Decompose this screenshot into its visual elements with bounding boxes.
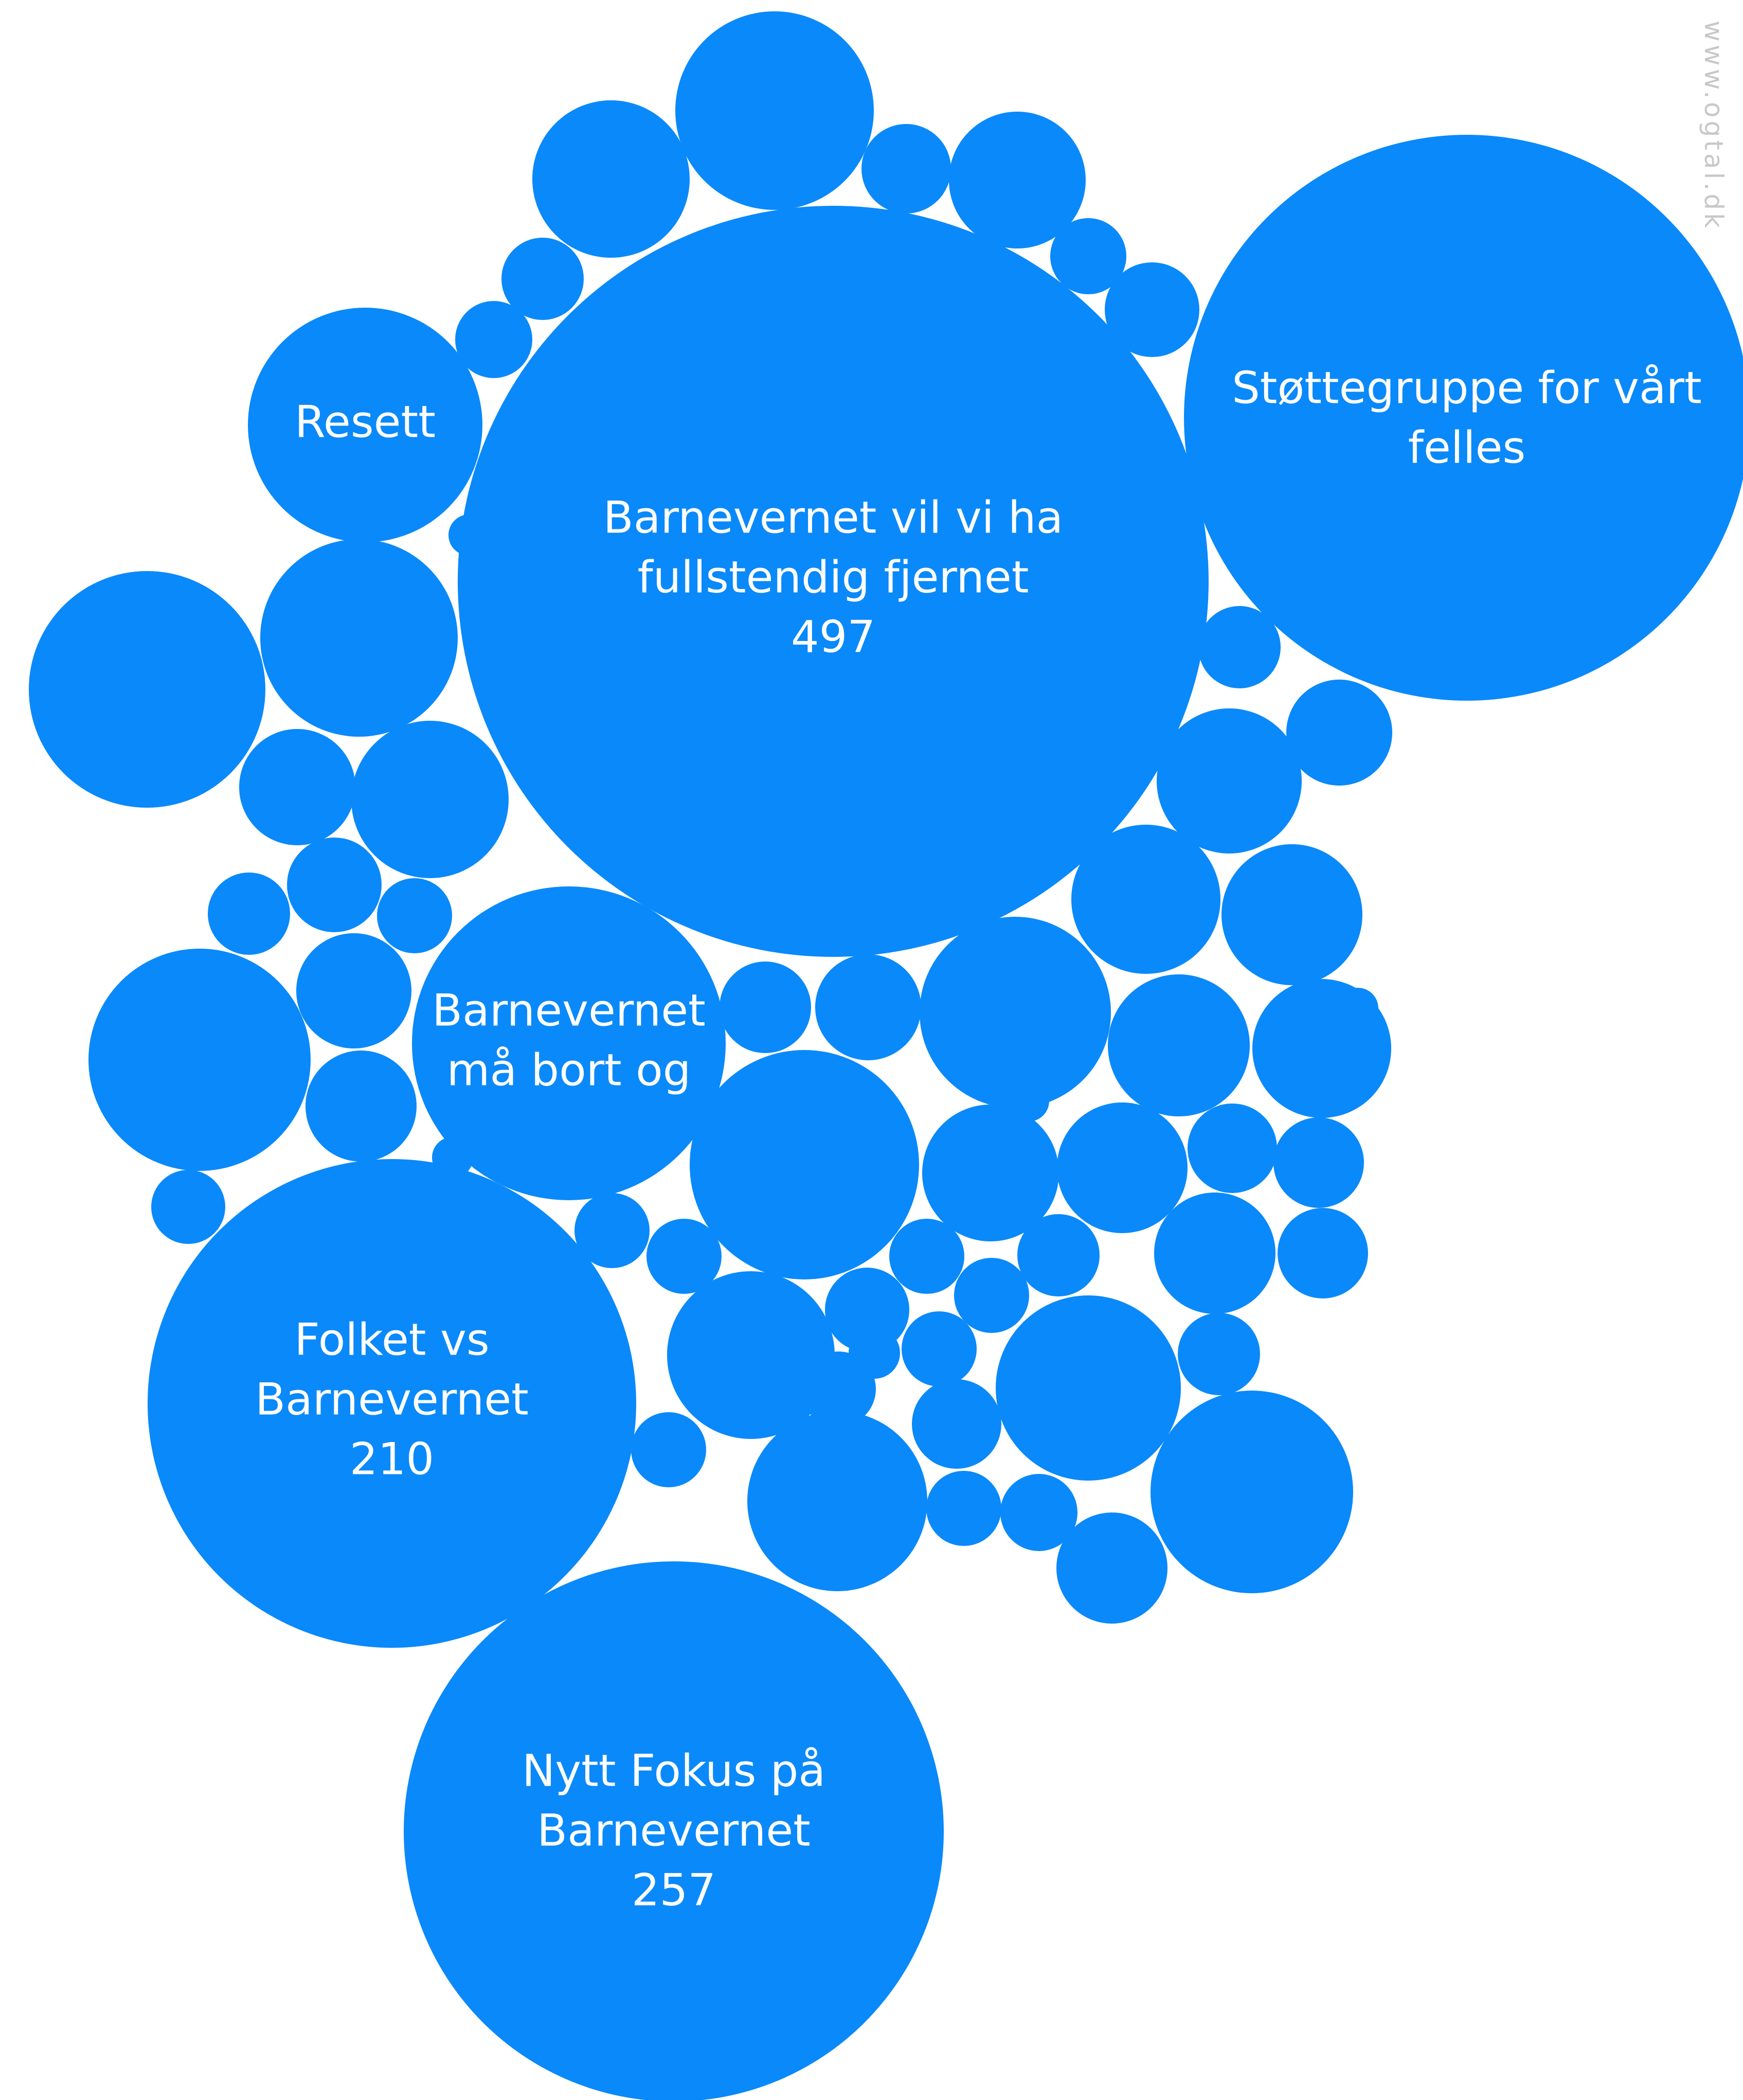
bubble-value-label: 497 — [791, 611, 875, 663]
bubble-name-label: Barnevernet — [537, 1805, 811, 1856]
bubble-unlabeled — [1278, 1208, 1368, 1298]
bubble-unlabeled — [902, 1311, 977, 1386]
bubble-unlabeled — [1157, 708, 1302, 853]
bubble-value-label: 210 — [350, 1433, 434, 1485]
bubble-unlabeled — [1178, 1313, 1260, 1395]
watermark: www.ogtal.dk — [1699, 21, 1729, 232]
bubble-unlabeled — [922, 1105, 1059, 1241]
bubble-name-label: felles — [1408, 422, 1526, 473]
bubble-unlabeled — [88, 949, 311, 1171]
bubble-unlabeled — [239, 729, 355, 845]
bubble-unlabeled — [1151, 1391, 1353, 1593]
bubble-unlabeled — [296, 933, 411, 1048]
bubble-støttegruppe-for-vårt-felles — [1184, 135, 1743, 701]
bubble-unlabeled — [1017, 1214, 1100, 1296]
bubble-unlabeled — [815, 954, 921, 1060]
bubble-value-label: 257 — [632, 1864, 716, 1916]
bubble-nytt-fokus-på-barnevernet — [404, 1561, 944, 2100]
bubble-barnevernet-må-bort-og — [412, 886, 726, 1200]
bubble-name-label: Barnevernet — [432, 985, 706, 1036]
bubble-name-label: fullstendig fjernet — [638, 551, 1029, 603]
bubble-unlabeled — [351, 721, 509, 878]
bubble-name-label: Nytt Fokus på — [522, 1745, 825, 1796]
bubble-unlabeled — [1198, 606, 1281, 688]
bubble-unlabeled — [646, 1219, 722, 1294]
bubble-unlabeled — [1108, 974, 1250, 1116]
bubble-unlabeled — [1008, 1080, 1049, 1122]
bubble-unlabeled — [920, 917, 1111, 1108]
bubble-unlabeled — [949, 112, 1086, 248]
bubble-folket-vs-barnevernet — [148, 1159, 636, 1648]
bubble-unlabeled — [1154, 1193, 1275, 1314]
bubble-unlabeled — [1273, 1117, 1364, 1208]
bubble-unlabeled — [501, 238, 584, 320]
bubble-unlabeled — [260, 539, 458, 737]
bubble-unlabeled — [861, 124, 951, 213]
bubble-unlabeled — [532, 100, 690, 258]
bubble-unlabeled — [1286, 680, 1392, 786]
bubble-unlabeled — [667, 1271, 835, 1439]
bubble-unlabeled — [1105, 262, 1199, 357]
bubble-unlabeled — [1000, 1474, 1077, 1551]
bubble-unlabeled — [1071, 825, 1220, 974]
bubble-unlabeled — [926, 1471, 1001, 1546]
bubble-barnevernet-vil-vi-ha-fullstendig-fjernet — [458, 206, 1209, 957]
bubble-unlabeled — [1056, 1512, 1167, 1624]
bubble-unlabeled — [747, 1411, 927, 1591]
bubble-unlabeled — [151, 1170, 225, 1244]
bubble-name-label: Barnevernet vil vi ha — [603, 492, 1063, 543]
bubble-unlabeled — [377, 878, 452, 953]
bubble-unlabeled — [455, 301, 532, 378]
bubble-unlabeled — [29, 571, 265, 808]
bubble-name-label: Støttegruppe for vårt — [1232, 362, 1701, 414]
bubble-resett — [248, 308, 482, 542]
bubble-unlabeled — [849, 1327, 900, 1379]
bubble-unlabeled — [1188, 1104, 1277, 1193]
bubble-unlabeled — [1221, 844, 1362, 985]
bubble-unlabeled — [793, 1085, 834, 1127]
bubble-unlabeled — [675, 11, 874, 210]
bubble-unlabeled — [690, 1050, 919, 1279]
bubble-name-label: Barnevernet — [255, 1374, 529, 1425]
bubble-unlabeled — [1050, 218, 1126, 294]
bubble-unlabeled — [1337, 988, 1378, 1029]
bubble-unlabeled — [825, 1268, 909, 1352]
bubble-unlabeled — [574, 1193, 650, 1268]
bubble-unlabeled — [208, 873, 290, 955]
bubble-unlabeled — [954, 1258, 1029, 1333]
bubble-unlabeled — [889, 1219, 964, 1294]
bubble-name-label: Folket vs — [294, 1314, 489, 1365]
bubble-unlabeled — [996, 1295, 1181, 1481]
bubble-unlabeled — [631, 1412, 706, 1487]
bubble-name-label: Resett — [295, 396, 436, 448]
bubble-unlabeled — [912, 1379, 1001, 1469]
bubble-unlabeled — [287, 838, 382, 932]
bubble-name-label: må bort og — [447, 1044, 691, 1096]
bubble-unlabeled — [720, 962, 811, 1053]
bubble-unlabeled — [1057, 1102, 1188, 1233]
bubble-unlabeled — [306, 1051, 417, 1162]
